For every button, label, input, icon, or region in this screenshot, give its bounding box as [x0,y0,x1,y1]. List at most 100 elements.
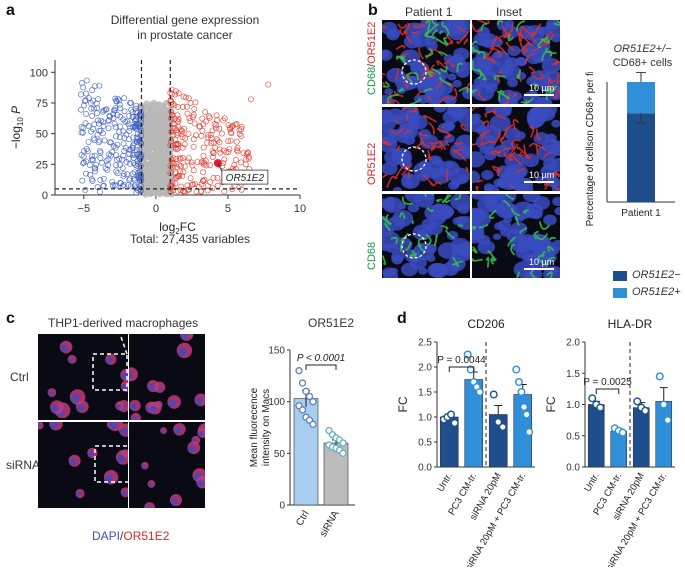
green-fiber [472,89,478,94]
nucleus [537,97,553,104]
red-fiber [483,45,495,60]
volcano-point [100,182,107,189]
nucleus [472,118,486,133]
red-fiber [496,146,511,157]
red-fiber [430,64,437,74]
volcano-point [233,147,240,154]
volcano-point [131,169,138,176]
volcano-point [225,149,232,155]
volcano-point [174,187,181,194]
volcano-x-tick-label: −5 [78,203,91,215]
stacked-y-label: Percentage of cellson CD68+ per field [585,72,596,226]
nucleus [440,167,452,177]
red-fiber [393,99,400,104]
volcano-point [181,141,188,148]
green-fiber [519,227,528,235]
mfi-y-tick-label: 150 [268,346,285,357]
hladr-y-label: FC [545,396,558,412]
volcano-point [221,115,228,122]
volcano-point [98,117,105,124]
red-fiber [491,35,499,46]
nucleus [407,203,420,213]
nucleus [382,21,398,35]
volcano-point [233,138,240,145]
nucleus [477,196,498,213]
green-fiber [458,86,469,94]
volcano-point [108,139,114,146]
red-fiber [410,30,421,34]
green-fiber [382,81,390,88]
volcano-point [200,152,207,159]
volcano-point [168,183,175,190]
volcano-point [208,135,215,142]
volcano-point [88,156,95,163]
mfi-bar-chart: 0 50 100 150 Ctrl siRNA P < 0.0001 Mean fluorec… [249,346,355,539]
macrophage-nucleus [50,422,58,429]
green-fiber [441,194,452,204]
volcano-point [84,148,91,155]
red-fiber [535,143,547,151]
red-fiber [504,124,514,132]
mfi-data-point [302,387,310,395]
volcano-point [100,183,107,190]
volcano-point [184,158,191,165]
volcano-point [134,130,141,137]
nucleus [529,254,550,271]
volcano-point [114,170,121,177]
volcano-point [155,120,162,126]
macrophage-nucleus [160,429,165,434]
volcano-point [181,163,188,170]
volcano-plot: 0 25 50 75 100 −5 0 5 10 OR51E2 −log10 P log2FC [9,60,306,236]
nucleus [433,107,447,113]
volcano-point [174,112,181,119]
red-fiber [504,91,511,104]
red-fiber [445,140,450,147]
volcano-point [160,149,167,156]
volcano-point [169,91,175,98]
green-fiber [411,250,417,258]
volcano-title: Differential gene expression in prostate… [60,13,310,43]
green-fiber [472,40,478,46]
red-fiber [543,182,550,191]
cd206-y-tick-label: 1.0 [418,413,432,424]
volcano-x-label: log2FC [159,220,196,236]
green-fiber [452,260,464,266]
nucleus [452,23,468,36]
red-fiber [539,71,543,77]
cd206-y-label: FC [396,396,410,412]
hladr-bar [632,407,650,468]
red-fiber [397,23,408,29]
green-fiber [531,83,538,90]
volcano-point [120,152,127,159]
volcano-point [174,141,181,148]
thp1-heading: THP1-derived macrophages [48,316,199,330]
hladr-y-tick-label: 1.5 [566,369,580,380]
red-fiber [512,119,520,131]
volcano-point [123,145,129,152]
red-fiber [480,140,492,146]
volcano-point [80,159,87,166]
volcano-point [227,137,234,144]
roi-circle [401,59,427,85]
red-fiber [382,73,386,79]
volcano-point [204,139,211,146]
green-fiber [444,229,455,239]
green-fiber [456,62,464,72]
red-fiber [463,38,468,45]
nucleus [497,220,512,232]
volcano-point [125,182,132,188]
volcano-y-label: −log10 P [9,106,25,149]
red-fiber [404,30,412,45]
hladr-data-point [655,372,664,381]
red-fiber [394,165,404,180]
volcano-x-tick-label: 10 [294,203,306,215]
nucleus [382,267,396,278]
volcano-point [92,165,99,172]
macrophage-nucleus [188,445,196,453]
macrophage-zoom [129,422,205,508]
green-fiber [436,38,448,46]
volcano-point [185,155,192,162]
nucleus [391,114,405,125]
volcano-point [172,144,179,151]
red-fiber [532,74,545,80]
